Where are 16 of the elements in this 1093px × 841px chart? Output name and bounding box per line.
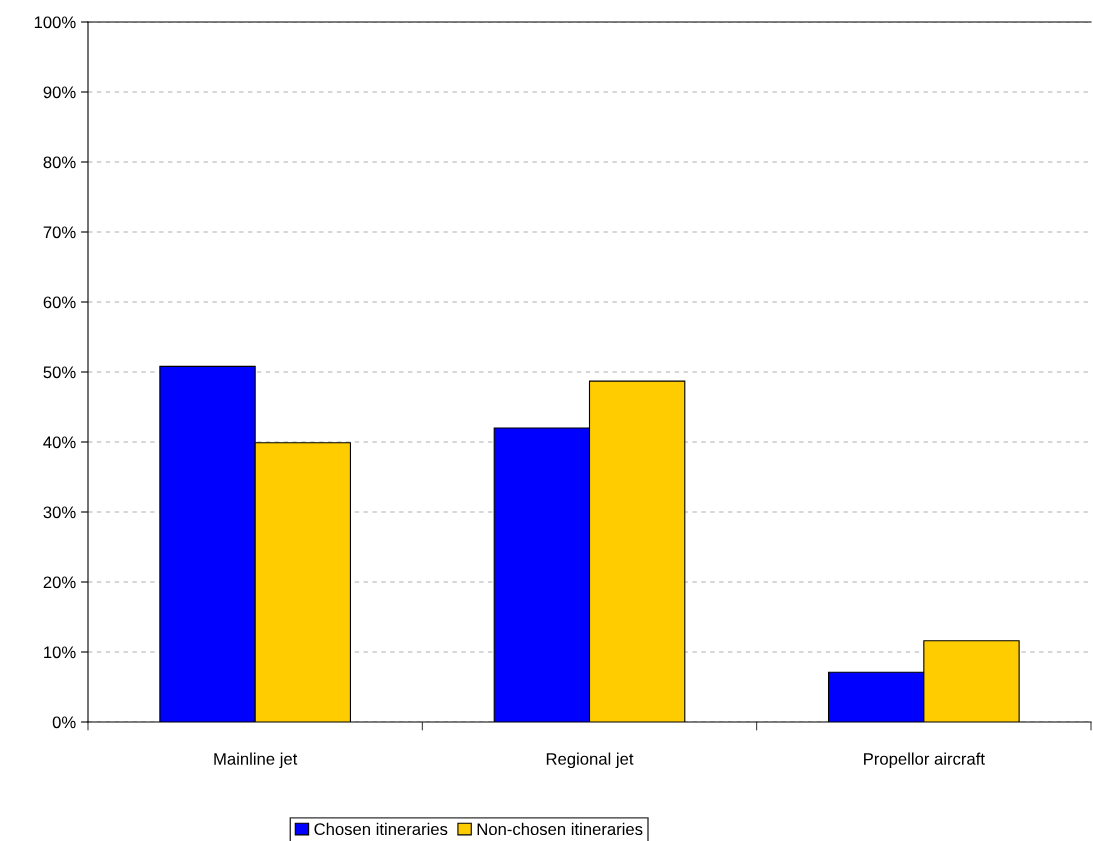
x-tick-label: Mainline jet — [214, 752, 298, 769]
y-tick-label: 20% — [43, 576, 76, 589]
y-tick-label: 40% — [43, 436, 76, 449]
x-tick-label: Regional jet — [546, 752, 634, 769]
y-tick-label: 80% — [43, 156, 76, 169]
y-tick-label: 0% — [52, 716, 76, 729]
legend-label: Non-chosen itineraries — [477, 822, 643, 836]
y-tick-label: 70% — [43, 226, 76, 239]
y-tick-label: 60% — [43, 296, 76, 309]
y-tick-label: 30% — [43, 506, 76, 519]
x-tick-label: Propellor aircraft — [864, 752, 985, 769]
y-tick-label: 50% — [43, 366, 76, 379]
y-tick-label: 100% — [34, 16, 76, 29]
legend-label: Chosen itineraries — [314, 822, 448, 836]
y-tick-label: 10% — [44, 646, 76, 659]
y-tick-label: 90% — [43, 86, 76, 99]
